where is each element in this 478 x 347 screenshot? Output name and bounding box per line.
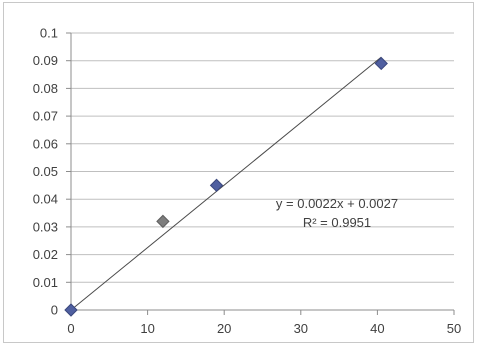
- x-axis-tick-labels: 0 10 20 30 40 50: [67, 321, 461, 336]
- trendline-r-squared: R² = 0.9951: [303, 215, 371, 230]
- x-tick-label: 50: [447, 321, 461, 336]
- x-tick-label: 30: [294, 321, 308, 336]
- data-point: [64, 303, 78, 317]
- axes: [66, 32, 455, 315]
- x-tick-label: 40: [370, 321, 384, 336]
- y-tick-label: 0.08: [33, 81, 58, 96]
- data-points: [64, 56, 388, 317]
- trendline: [70, 56, 382, 311]
- x-tick-label: 0: [67, 321, 74, 336]
- y-tick-label: 0.03: [33, 219, 58, 234]
- data-point: [374, 56, 388, 71]
- y-tick-label: 0.1: [40, 26, 58, 41]
- y-axis-tick-labels: 0 0.01 0.02 0.03 0.04 0.05 0.06 0.07 0.08 0.09 0.1: [33, 26, 58, 318]
- data-point: [209, 178, 224, 193]
- x-tick-label: 20: [217, 321, 231, 336]
- y-tick-label: 0.01: [33, 275, 58, 290]
- x-tick-label: 10: [140, 321, 154, 336]
- y-tick-label: 0: [51, 303, 58, 318]
- y-tick-label: 0.04: [33, 192, 58, 207]
- y-tick-label: 0.07: [33, 109, 58, 124]
- chart-frame: [3, 2, 474, 343]
- y-tick-label: 0.09: [33, 53, 58, 68]
- y-tick-label: 0.06: [33, 136, 58, 151]
- data-point: [156, 214, 170, 229]
- trendline-annotation: y = 0.0022x + 0.0027 R² = 0.9951: [276, 196, 398, 230]
- trendline-equation: y = 0.0022x + 0.0027: [276, 196, 398, 211]
- grid-lines: [71, 32, 454, 283]
- trendline-group: [70, 56, 382, 311]
- y-tick-label: 0.02: [33, 247, 58, 262]
- y-tick-label: 0.05: [33, 164, 58, 179]
